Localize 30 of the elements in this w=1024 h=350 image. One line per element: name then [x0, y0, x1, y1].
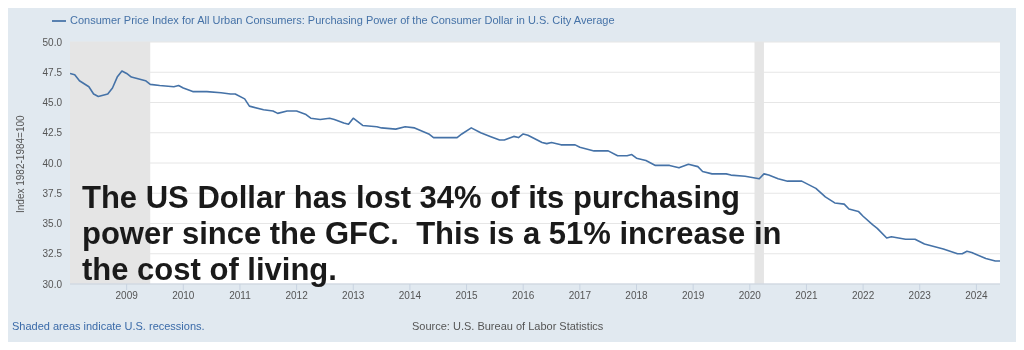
source-note: Source: U.S. Bureau of Labor Statistics [412, 320, 604, 332]
y-tick-label: 30.0 [42, 278, 63, 290]
x-tick-label: 2018 [625, 290, 649, 302]
legend-label: Consumer Price Index for All Urban Consumers: Purchasing Power of the Consumer Dollar in U.S. City Average [70, 14, 615, 26]
y-tick-label: 40.0 [42, 157, 63, 169]
y-tick-label: 45.0 [42, 97, 63, 109]
x-tick-label: 2023 [908, 290, 932, 302]
annotation: The US Dollar has lost 34% of its purchasing power since the GFC. This is a 51% increase in the cost of living. [82, 180, 782, 288]
x-tick-label: 2009 [115, 290, 139, 302]
x-tick-label: 2020 [738, 290, 762, 302]
x-tick-label: 2024 [965, 290, 988, 302]
x-tick-label: 2019 [682, 290, 705, 302]
x-tick-label: 2017 [568, 290, 592, 302]
x-tick-label: 2021 [795, 290, 819, 302]
text: Shaded areas indicate U.S. recessions. [12, 320, 205, 332]
x-tick-label: 2012 [285, 290, 309, 302]
y-tick-label: 47.5 [42, 66, 63, 78]
y-axis-title: Index 1982-1984=100 [14, 114, 26, 213]
x-tick-label: 2011 [229, 290, 252, 302]
y-tick-label: 32.5 [42, 248, 63, 260]
x-tick-label: 2014 [398, 290, 422, 302]
y-tick-label: 42.5 [42, 127, 63, 139]
y-tick-label: 50.0 [42, 36, 63, 48]
x-tick-label: 2013 [342, 290, 365, 302]
x-tick-label: 2010 [172, 290, 195, 302]
x-tick-label: 2016 [512, 290, 535, 302]
y-tick-label: 35.0 [42, 218, 63, 230]
x-tick-label: 2015 [455, 290, 479, 302]
x-tick-label: 2022 [851, 290, 875, 302]
y-tick-label: 37.5 [42, 187, 63, 199]
